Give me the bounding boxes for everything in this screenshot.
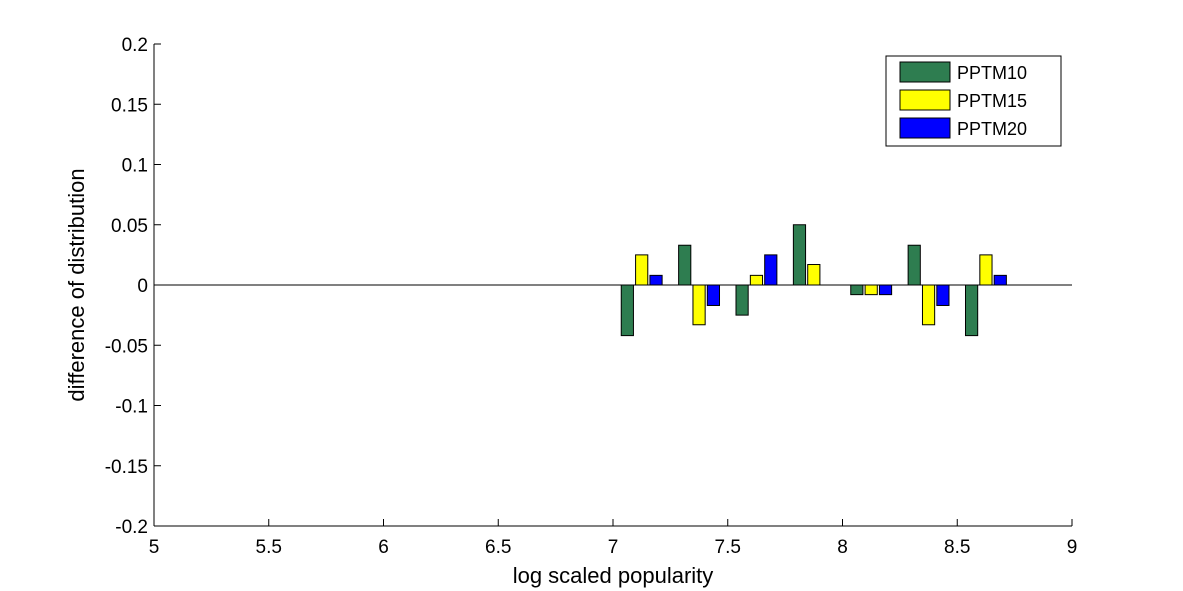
- x-tick-label: 7: [608, 537, 619, 558]
- y-tick-label: -0.2: [115, 517, 148, 538]
- axes: 5 5.5 6 6.5 7 7.5 8 8.5 9 0.2 0.15 0.1 0.05 0 -0.05 -0.…: [105, 35, 1078, 558]
- labels: log scaled popularity difference of dist…: [64, 168, 713, 588]
- legend-swatch: [899, 117, 951, 139]
- bar-pptm10: [620, 284, 634, 337]
- bar-pptm15: [864, 284, 878, 296]
- x-tick-label: 5: [149, 537, 160, 558]
- y-tick-label: 0.2: [122, 35, 148, 56]
- x-tick-label: 8: [837, 537, 848, 558]
- y-tick-label: -0.1: [115, 397, 148, 418]
- bar-pptm15: [692, 284, 706, 326]
- bar-pptm10: [907, 244, 921, 286]
- legend-label: PPTM15: [957, 91, 1027, 111]
- bar-pptm15: [979, 254, 993, 286]
- y-tick-label: 0.15: [111, 95, 148, 116]
- x-tick-label: 6: [378, 537, 389, 558]
- x-tick-label: 6.5: [485, 537, 511, 558]
- legend-swatch: [899, 89, 951, 111]
- bar-pptm20: [878, 284, 893, 296]
- x-tick-label: 9: [1067, 537, 1078, 558]
- legend: PPTM10 PPTM15 PPTM20: [885, 55, 1062, 147]
- x-tick-label: 8.5: [944, 537, 970, 558]
- legend-label: PPTM10: [957, 63, 1027, 83]
- bar-pptm15: [749, 274, 764, 286]
- bar-pptm20: [649, 274, 663, 286]
- bar-pptm15: [635, 254, 649, 286]
- y-tick-label: 0: [137, 276, 148, 297]
- y-tick-label: 0.05: [111, 216, 148, 237]
- bar-pptm10: [735, 284, 749, 316]
- bar-pptm20: [993, 274, 1007, 286]
- x-tick-label: 7.5: [715, 537, 741, 558]
- legend-label: PPTM20: [957, 119, 1027, 139]
- bar-pptm10: [792, 224, 807, 286]
- x-tick-label: 5.5: [256, 537, 282, 558]
- bar-pptm10: [964, 284, 979, 337]
- bar-pptm10: [678, 244, 692, 286]
- y-tick-label: -0.05: [105, 336, 148, 357]
- y-tick-label: 0.1: [122, 156, 148, 177]
- bar-pptm20: [764, 254, 778, 286]
- y-tick-label: -0.15: [105, 457, 148, 478]
- bar-pptm10: [850, 284, 864, 296]
- bar-pptm20: [936, 284, 950, 306]
- x-axis-label: log scaled popularity: [513, 563, 714, 588]
- y-axis-label: difference of distribution: [64, 168, 89, 401]
- bar-pptm20: [706, 284, 721, 306]
- legend-swatch: [899, 61, 951, 83]
- bar-pptm15: [807, 264, 821, 286]
- bar-pptm15: [921, 284, 936, 326]
- bars: [620, 224, 1007, 337]
